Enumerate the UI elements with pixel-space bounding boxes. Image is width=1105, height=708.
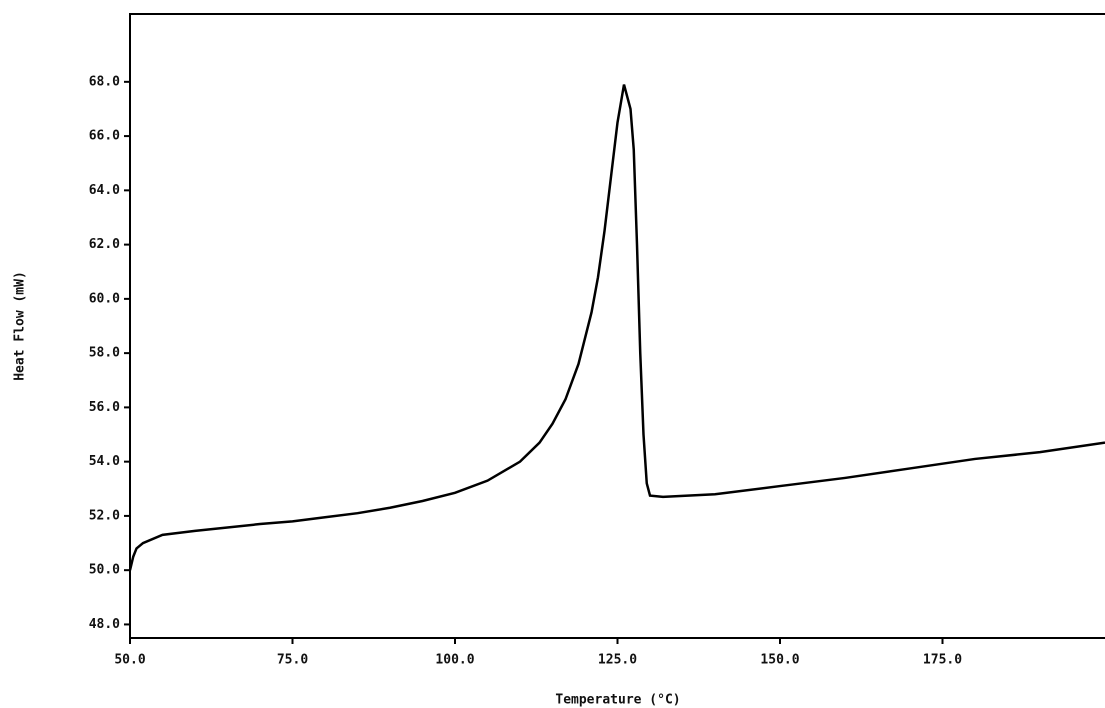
y-tick-label: 58.0 xyxy=(89,346,120,361)
y-tick-label: 66.0 xyxy=(89,129,120,144)
x-tick-label: 50.0 xyxy=(114,653,145,668)
y-tick-label: 54.0 xyxy=(89,454,120,469)
y-tick-label: 60.0 xyxy=(89,291,120,306)
heat-flow-line xyxy=(128,84,1105,571)
plot-frame xyxy=(129,13,1105,639)
x-tick-label: 100.0 xyxy=(435,653,474,668)
y-tick-label: 52.0 xyxy=(89,508,120,523)
x-tick-label: 75.0 xyxy=(277,653,308,668)
x-axis-label: Temperature (°C) xyxy=(555,693,680,708)
y-tick-label: 68.0 xyxy=(89,74,120,89)
y-tick-label: 50.0 xyxy=(89,563,120,578)
x-tick-label: 175.0 xyxy=(923,653,962,668)
y-axis-label: Heat Flow (mW) xyxy=(13,271,28,381)
x-tick-label: 150.0 xyxy=(760,653,799,668)
y-tick-label: 64.0 xyxy=(89,183,120,198)
y-tick-label: 56.0 xyxy=(89,400,120,415)
x-tick-label: 125.0 xyxy=(598,653,637,668)
y-tick-label: 48.0 xyxy=(89,617,120,632)
y-tick-label: 62.0 xyxy=(89,237,120,252)
